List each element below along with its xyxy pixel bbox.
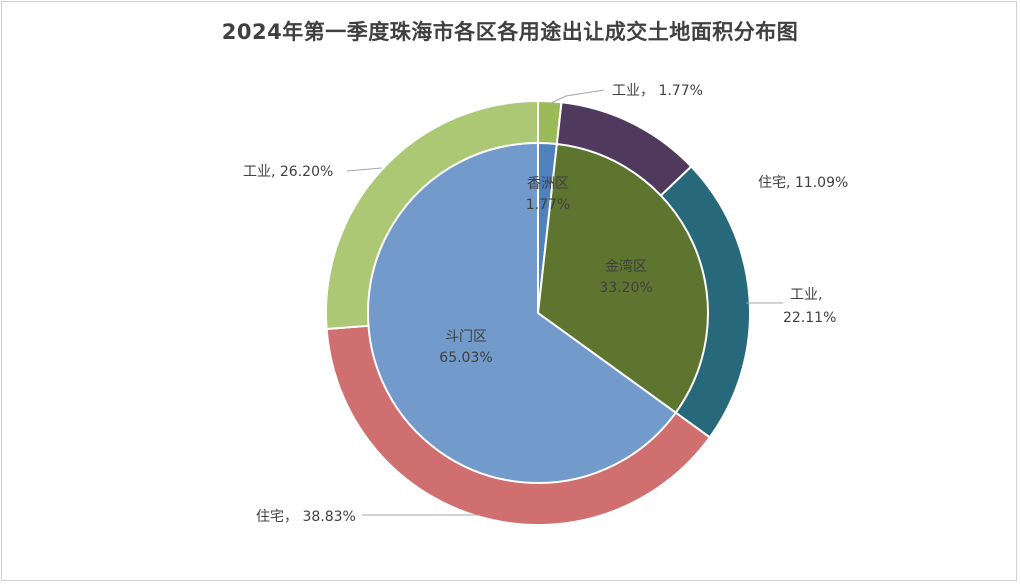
inner-slice-1	[536, 142, 709, 415]
inner-label-value-1: 33.20%	[599, 280, 652, 296]
leader-line-4	[346, 167, 383, 172]
inner-label-value-0: 1.77%	[526, 197, 570, 213]
outer-label-3: 住宅， 38.83%	[256, 509, 356, 525]
outer-label-name-2: 工业,	[790, 287, 822, 303]
leader-lines	[346, 89, 783, 516]
outer-label-4: 工业, 26.20%	[243, 164, 333, 180]
inner-labels: 香洲区 1.77% 金湾区 33.20% 斗门区 65.03%	[439, 176, 652, 366]
chart-title: 2024年第一季度珠海市各区各用途出让成交土地面积分布图	[221, 20, 799, 44]
leader-line-0	[550, 89, 605, 104]
inner-pie	[367, 141, 709, 484]
inner-slice-2	[367, 141, 678, 484]
inner-label-value-2: 65.03%	[439, 350, 492, 366]
inner-label-name-1: 金湾区	[605, 258, 647, 275]
inner-label-name-2: 斗门区	[445, 329, 487, 345]
inner-label-name-0: 香洲区	[527, 176, 569, 192]
outer-labels: 工业， 1.77% 住宅, 11.09% 工业, 22.11% 住宅， 38.83% 工业…	[243, 83, 848, 525]
outer-label-1: 住宅, 11.09%	[758, 175, 848, 191]
outer-label-0: 工业， 1.77%	[612, 83, 703, 99]
outer-label-value-2: 22.11%	[783, 310, 836, 326]
